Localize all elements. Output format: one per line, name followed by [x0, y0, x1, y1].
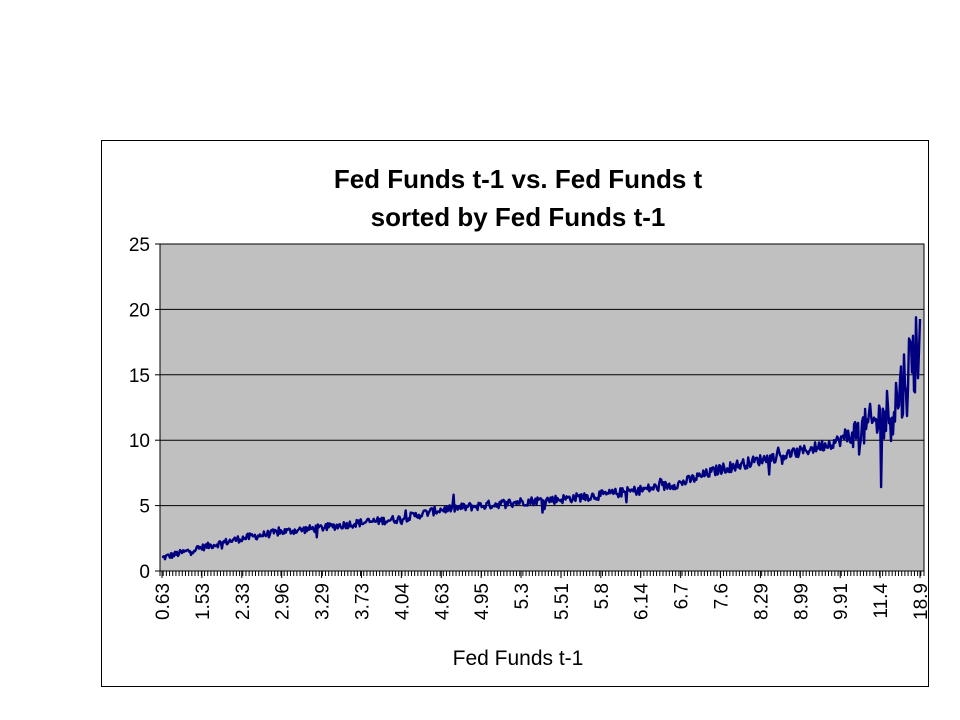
x-axis-label: Fed Funds t-1	[453, 647, 584, 670]
chart-frame: Fed Funds t-1 vs. Fed Funds t sorted by …	[101, 140, 930, 687]
y-tick-label: 10	[129, 431, 150, 452]
x-tick-label: 4.04	[392, 583, 413, 620]
x-tick-label: 6.7	[672, 583, 693, 609]
x-tick-label: 5.51	[552, 583, 573, 620]
plot-area	[159, 243, 925, 572]
y-tick-label: 25	[129, 235, 150, 256]
chart-svg: Fed Funds t-1 vs. Fed Funds t sorted by …	[129, 164, 930, 670]
x-tick-label: 7.6	[712, 583, 733, 609]
x-tick-label: 11.4	[871, 583, 892, 619]
y-tick-label: 15	[129, 366, 150, 387]
x-tick-label: 8.29	[751, 583, 772, 620]
y-tick-label: 20	[129, 300, 150, 321]
y-axis: 0 5 10 15 20 25	[129, 235, 161, 583]
x-tick-label: 4.95	[472, 583, 493, 620]
x-tick-label: 1.53	[193, 583, 214, 620]
x-tick-label: 18.9	[911, 583, 930, 620]
x-tick-label: 3.73	[352, 583, 373, 620]
x-tick-label: 5.8	[592, 583, 613, 609]
x-tick-label: 3.29	[313, 583, 334, 620]
series-layer	[161, 316, 922, 561]
y-tick-label: 5	[139, 497, 150, 518]
x-tick-label: 2.33	[233, 583, 254, 620]
x-axis: 0.63 1.53 2.33 2.96 3.29 3.73 4.04 4.63 4.95 5.3 5…	[153, 570, 930, 620]
x-tick-label: 9.91	[831, 583, 852, 620]
series-line	[161, 316, 922, 561]
x-tick-label: 5.3	[512, 583, 533, 609]
x-tick-label: 2.96	[273, 583, 294, 620]
x-tick-label: 4.63	[432, 583, 453, 620]
x-tick-label: 6.14	[632, 583, 653, 620]
chart-title: Fed Funds t-1 vs. Fed Funds t	[334, 164, 703, 194]
chart-subtitle: sorted by Fed Funds t-1	[371, 202, 666, 232]
x-tick-label: 0.63	[153, 583, 174, 620]
y-tick-label: 0	[139, 562, 150, 583]
x-tick-label: 8.99	[791, 583, 812, 620]
